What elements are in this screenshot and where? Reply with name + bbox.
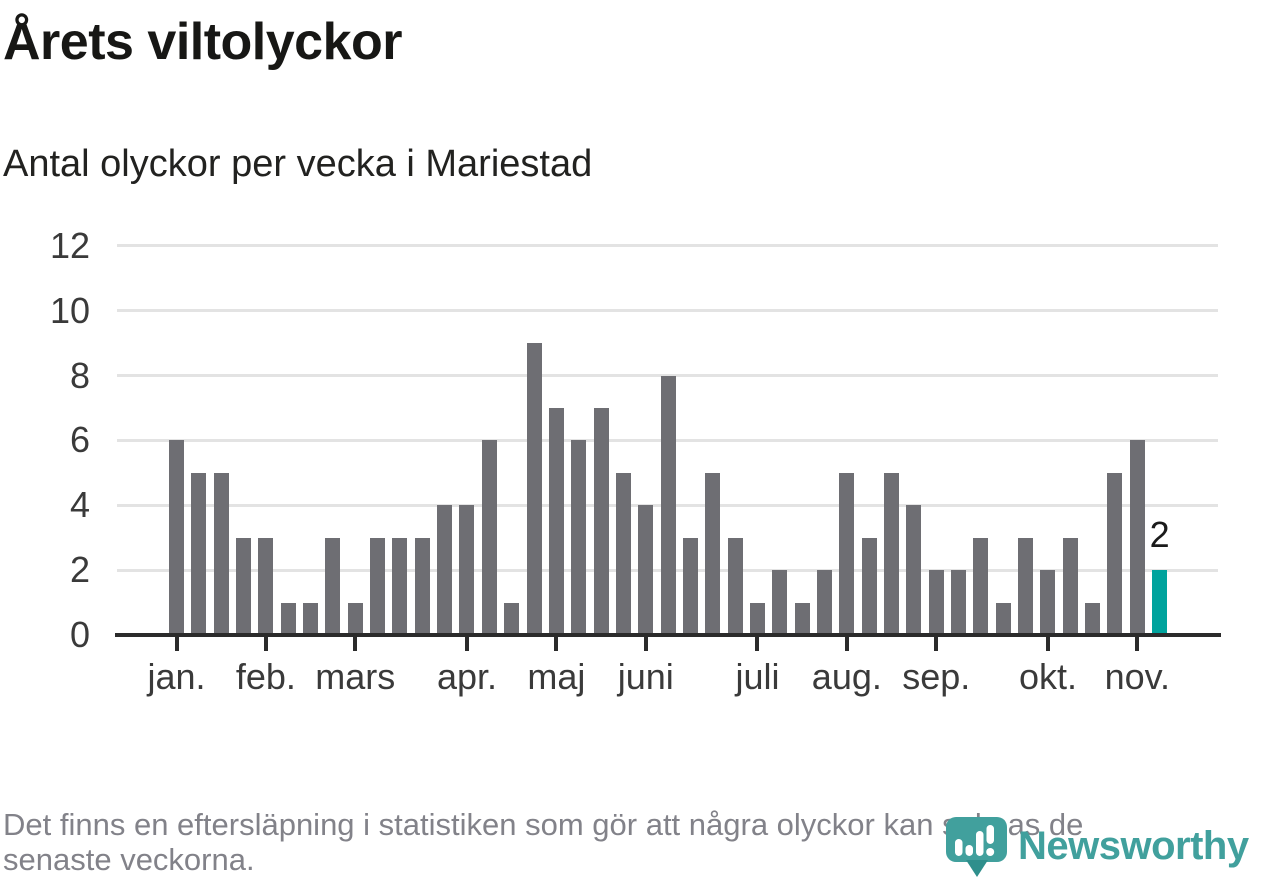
bar-week-39 bbox=[1018, 537, 1034, 635]
month-tick-okt bbox=[1045, 635, 1050, 651]
y-axis-label: 2 bbox=[69, 549, 90, 591]
footer-note-line-2: senaste veckorna. bbox=[3, 842, 255, 877]
y-axis-label: 8 bbox=[69, 354, 90, 396]
month-tick-juni bbox=[643, 635, 648, 651]
month-tick-nov bbox=[1135, 635, 1140, 651]
y-axis-label: 10 bbox=[49, 289, 90, 331]
bar-week-26 bbox=[727, 537, 743, 635]
y-axis-label: 6 bbox=[69, 419, 90, 461]
bar-week-13 bbox=[437, 505, 453, 635]
month-tick-mars bbox=[353, 635, 358, 651]
month-tick-feb bbox=[263, 635, 268, 651]
month-label-okt: okt. bbox=[1018, 656, 1077, 697]
bar-week-33 bbox=[884, 472, 900, 635]
bar-week-35 bbox=[928, 570, 944, 635]
bar-week-31 bbox=[839, 472, 855, 635]
month-label-apr: apr. bbox=[436, 656, 497, 697]
bar-week-20 bbox=[593, 408, 609, 635]
bar-week-45 bbox=[1152, 570, 1168, 635]
month-label-mars: mars bbox=[315, 656, 396, 697]
gridline-y-10 bbox=[117, 309, 1218, 313]
month-label-jan: jan. bbox=[147, 656, 206, 697]
month-label-sep: sep. bbox=[902, 656, 971, 697]
bar-week-22 bbox=[638, 505, 654, 635]
bar-week-24 bbox=[682, 537, 698, 635]
y-axis-label: 12 bbox=[49, 224, 90, 266]
bar-week-11 bbox=[392, 537, 408, 635]
chart-subtitle: Antal olyckor per vecka i Mariestad bbox=[3, 143, 593, 185]
bar-week-34 bbox=[906, 505, 922, 635]
bar-week-43 bbox=[1107, 472, 1123, 635]
bar-week-6 bbox=[280, 602, 296, 635]
page-title: Årets viltolyckor bbox=[3, 13, 403, 71]
bar-week-17 bbox=[526, 343, 542, 635]
bar-week-18 bbox=[548, 408, 564, 635]
bar-week-32 bbox=[861, 537, 877, 635]
bar-week-29 bbox=[794, 602, 810, 635]
month-label-maj: maj bbox=[527, 656, 586, 697]
bar-week-44 bbox=[1129, 440, 1145, 635]
bar-week-14 bbox=[459, 505, 475, 635]
month-label-juli: juli bbox=[735, 656, 780, 697]
bar-week-21 bbox=[615, 472, 631, 635]
footer-note-line-1: Det finns en eftersläpning i statistiken… bbox=[3, 807, 1084, 842]
month-tick-sep bbox=[934, 635, 939, 651]
month-label-nov: nov. bbox=[1104, 656, 1171, 697]
bar-week-3 bbox=[213, 472, 229, 635]
bar-week-8 bbox=[325, 537, 341, 635]
month-label-aug: aug. bbox=[811, 656, 882, 697]
bar-week-15 bbox=[481, 440, 497, 635]
bar-week-10 bbox=[370, 537, 386, 635]
x-axis-line bbox=[115, 633, 1221, 637]
bar-week-5 bbox=[258, 537, 274, 635]
y-axis-label: 0 bbox=[69, 614, 90, 655]
bar-week-2 bbox=[191, 472, 207, 635]
bar-week-27 bbox=[749, 602, 765, 635]
bar-week-7 bbox=[303, 602, 319, 635]
bar-week-23 bbox=[660, 375, 676, 635]
month-tick-maj bbox=[554, 635, 559, 651]
footer-note: Det finns en eftersläpning i statistiken… bbox=[3, 807, 1083, 877]
month-tick-juli bbox=[755, 635, 760, 651]
highlight-bar-value-label: 2 bbox=[1149, 514, 1170, 555]
bar-week-25 bbox=[705, 472, 721, 635]
bar-week-28 bbox=[772, 570, 788, 635]
bar-week-42 bbox=[1085, 602, 1101, 635]
gridline-y-12 bbox=[117, 244, 1218, 248]
bar-week-38 bbox=[995, 602, 1011, 635]
bar-week-41 bbox=[1062, 537, 1078, 635]
bar-week-4 bbox=[236, 537, 252, 635]
bar-week-12 bbox=[414, 537, 430, 635]
bar-week-1 bbox=[169, 440, 184, 635]
y-axis-label: 4 bbox=[69, 484, 90, 526]
bar-week-16 bbox=[504, 602, 520, 635]
bar-week-9 bbox=[347, 602, 363, 635]
bar-week-30 bbox=[817, 570, 832, 635]
month-tick-jan bbox=[174, 635, 179, 651]
month-label-feb: feb. bbox=[235, 656, 296, 697]
bar-week-19 bbox=[571, 440, 587, 635]
month-tick-apr bbox=[464, 635, 469, 651]
month-label-juni: juni bbox=[617, 656, 674, 697]
newsworthy-bubble-bar-chart-icon bbox=[946, 817, 1007, 877]
bar-week-40 bbox=[1040, 570, 1056, 635]
month-tick-aug bbox=[844, 635, 849, 651]
bar-week-37 bbox=[973, 537, 989, 635]
newsworthy-logo: Newsworthy bbox=[946, 817, 1249, 879]
newsworthy-logo-text: Newsworthy bbox=[1018, 824, 1249, 868]
bar-week-36 bbox=[951, 570, 967, 635]
